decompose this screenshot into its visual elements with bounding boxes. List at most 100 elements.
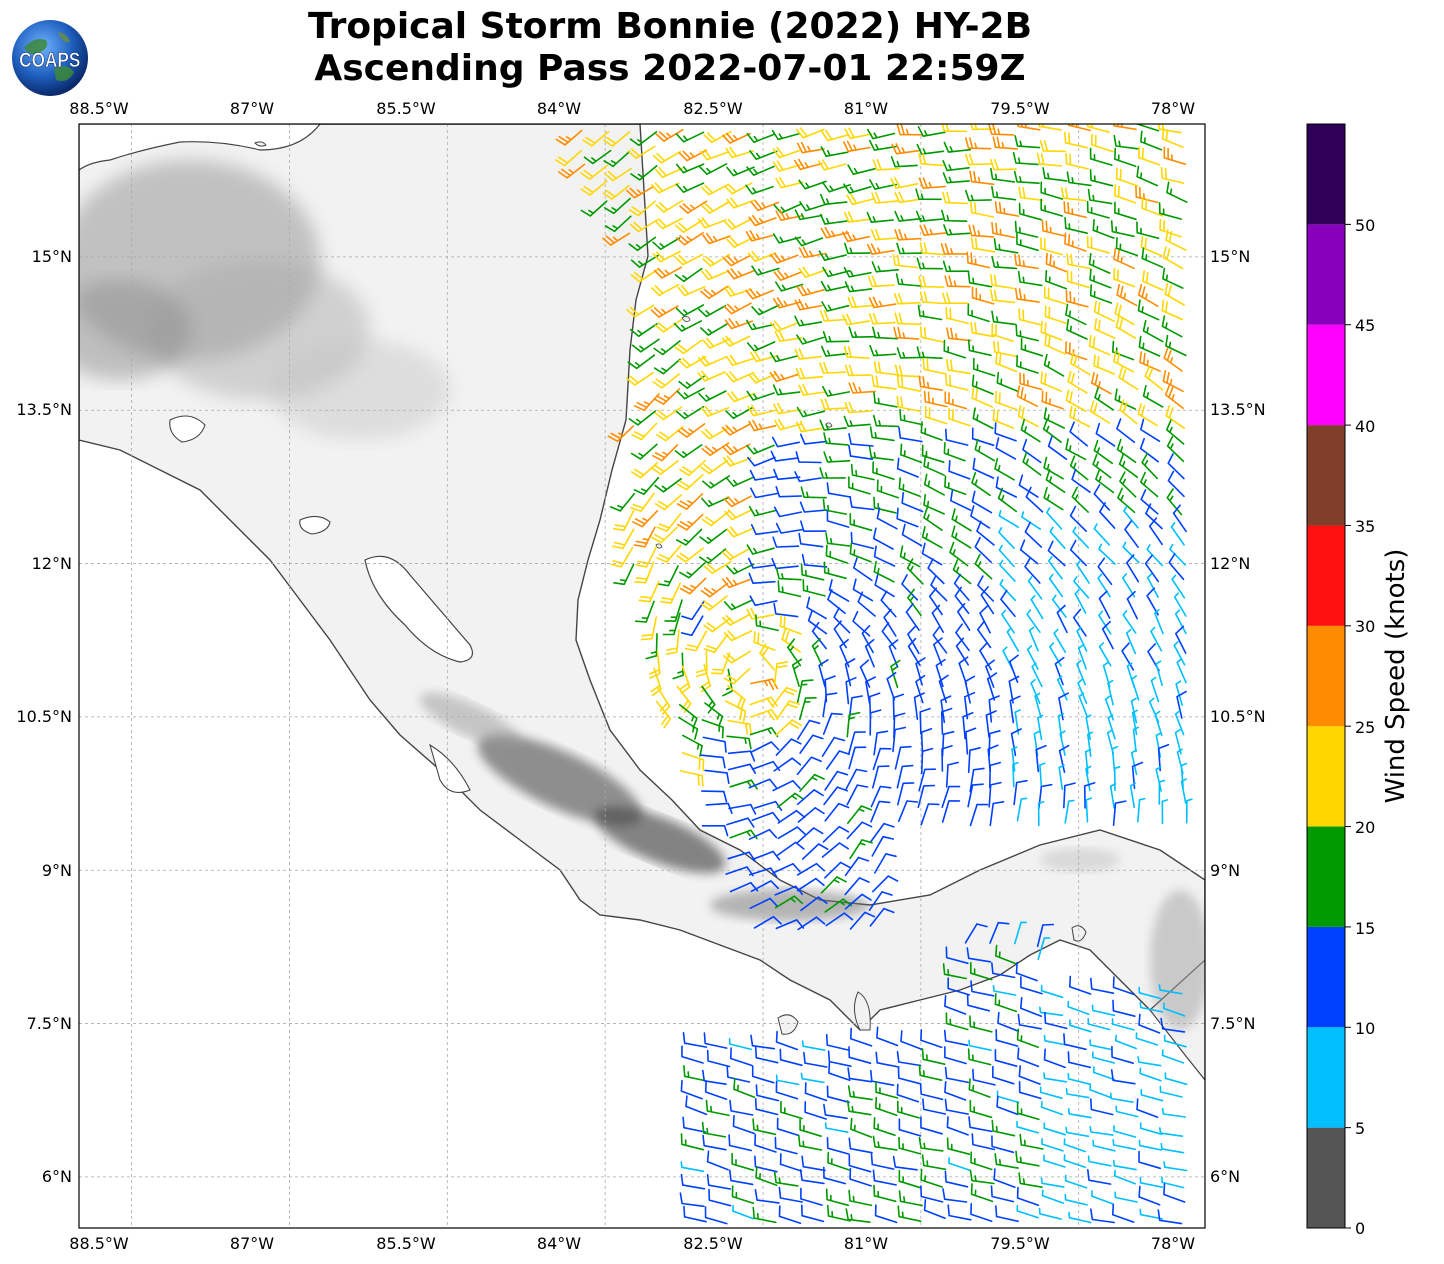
wind-barb bbox=[915, 188, 942, 201]
wind-barb bbox=[843, 415, 871, 427]
wind-barb bbox=[844, 401, 872, 414]
wind-barb bbox=[1072, 608, 1087, 637]
wind-barb bbox=[822, 692, 838, 718]
wind-barb bbox=[794, 315, 823, 327]
wind-barb bbox=[755, 1166, 778, 1187]
wind-barb bbox=[721, 548, 750, 561]
wind-barb bbox=[1161, 799, 1169, 825]
wind-barb bbox=[748, 778, 777, 789]
wind-barb bbox=[655, 199, 684, 213]
wind-barb bbox=[609, 493, 635, 512]
wind-barb bbox=[654, 478, 682, 493]
wind-barb bbox=[752, 1118, 777, 1136]
wind-barb bbox=[917, 784, 936, 808]
wind-barb bbox=[726, 166, 755, 177]
wind-barb bbox=[662, 612, 681, 636]
wind-barb bbox=[843, 345, 870, 359]
wind-barb bbox=[1089, 147, 1113, 166]
wind-barb bbox=[1019, 1133, 1044, 1150]
wind-barb bbox=[819, 213, 848, 225]
wind-barb bbox=[1048, 573, 1064, 598]
wind-barb bbox=[1148, 517, 1163, 546]
wind-barb bbox=[626, 371, 654, 386]
wind-barb bbox=[777, 792, 805, 808]
wind-barb bbox=[654, 217, 683, 230]
wind-barb bbox=[1056, 675, 1068, 701]
wind-barb bbox=[1095, 468, 1115, 494]
wind-barb bbox=[892, 1155, 918, 1171]
wind-barb bbox=[1086, 235, 1110, 254]
wind-barb bbox=[603, 150, 631, 168]
wind-barb bbox=[1144, 554, 1160, 583]
wind-barb bbox=[913, 692, 925, 720]
y-axis-right: 15°N 13.5°N 12°N 10.5°N 9°N 7.5°N 6°N bbox=[1210, 247, 1266, 1186]
wind-barb bbox=[970, 237, 996, 253]
wind-barb bbox=[655, 494, 682, 511]
wind-barb bbox=[1130, 749, 1138, 776]
wind-barb bbox=[1064, 1174, 1088, 1189]
wind-barb bbox=[1040, 181, 1064, 200]
y-tick-right: 15°N bbox=[1210, 247, 1250, 266]
wind-barb bbox=[966, 947, 992, 963]
wind-barb bbox=[635, 600, 655, 623]
wind-barb bbox=[799, 433, 828, 445]
wind-barb bbox=[1101, 620, 1114, 650]
colorbar-tick-label: 50 bbox=[1355, 216, 1375, 235]
colorbar-bin bbox=[1307, 926, 1345, 1028]
wind-barb bbox=[874, 1204, 898, 1224]
wind-barb bbox=[674, 219, 703, 233]
wind-barb bbox=[995, 1205, 1019, 1223]
wind-barb bbox=[894, 191, 923, 204]
wind-barb bbox=[922, 358, 947, 375]
wind-barb bbox=[871, 192, 899, 204]
wind-barb bbox=[964, 675, 976, 704]
wind-barb bbox=[916, 257, 944, 270]
wind-barb bbox=[898, 1190, 923, 1207]
wind-barb bbox=[754, 1046, 779, 1064]
wind-barb bbox=[967, 783, 984, 808]
wind-barb bbox=[773, 269, 802, 281]
wind-barb bbox=[652, 237, 681, 250]
wind-barb bbox=[745, 230, 774, 242]
wind-barb bbox=[972, 457, 995, 479]
y-tick-right: 7.5°N bbox=[1210, 1014, 1255, 1033]
wind-barb bbox=[1089, 1039, 1113, 1051]
wind-barb bbox=[1017, 1047, 1040, 1068]
wind-barb bbox=[850, 1027, 873, 1047]
wind-barb bbox=[945, 761, 959, 788]
wind-barb bbox=[1139, 1001, 1164, 1013]
wind-barb bbox=[825, 544, 848, 564]
wind-barb bbox=[1090, 977, 1115, 994]
wind-barb bbox=[654, 406, 683, 421]
wind-barb bbox=[1066, 270, 1090, 289]
wind-barb bbox=[1131, 709, 1138, 736]
wind-barb bbox=[725, 371, 755, 383]
wind-barb bbox=[843, 183, 872, 194]
wind-barb bbox=[1115, 237, 1139, 257]
y-tick-left: 6°N bbox=[42, 1167, 72, 1186]
wind-barb bbox=[843, 266, 872, 278]
wind-barb bbox=[852, 610, 871, 637]
wind-barb bbox=[868, 891, 893, 911]
wind-barb bbox=[964, 153, 992, 166]
wind-barb bbox=[1092, 219, 1115, 239]
wind-barb bbox=[1046, 507, 1063, 530]
wind-barb bbox=[974, 536, 992, 563]
wind-barb bbox=[996, 371, 1019, 393]
wind-barb bbox=[869, 426, 895, 442]
wind-barb bbox=[986, 672, 998, 701]
wind-barb bbox=[1019, 372, 1043, 391]
wind-barb bbox=[1014, 921, 1027, 945]
wind-barb bbox=[1069, 975, 1092, 995]
wind-barb bbox=[1094, 386, 1115, 411]
wind-barb bbox=[965, 137, 992, 150]
wind-barb bbox=[796, 420, 824, 433]
wind-barb bbox=[633, 476, 660, 495]
wind-barb bbox=[801, 553, 828, 568]
wind-barb bbox=[844, 893, 872, 910]
wind-barb bbox=[750, 741, 780, 753]
wind-barb bbox=[947, 977, 971, 996]
wind-barb bbox=[1043, 1122, 1067, 1136]
wind-barb bbox=[1132, 726, 1140, 753]
